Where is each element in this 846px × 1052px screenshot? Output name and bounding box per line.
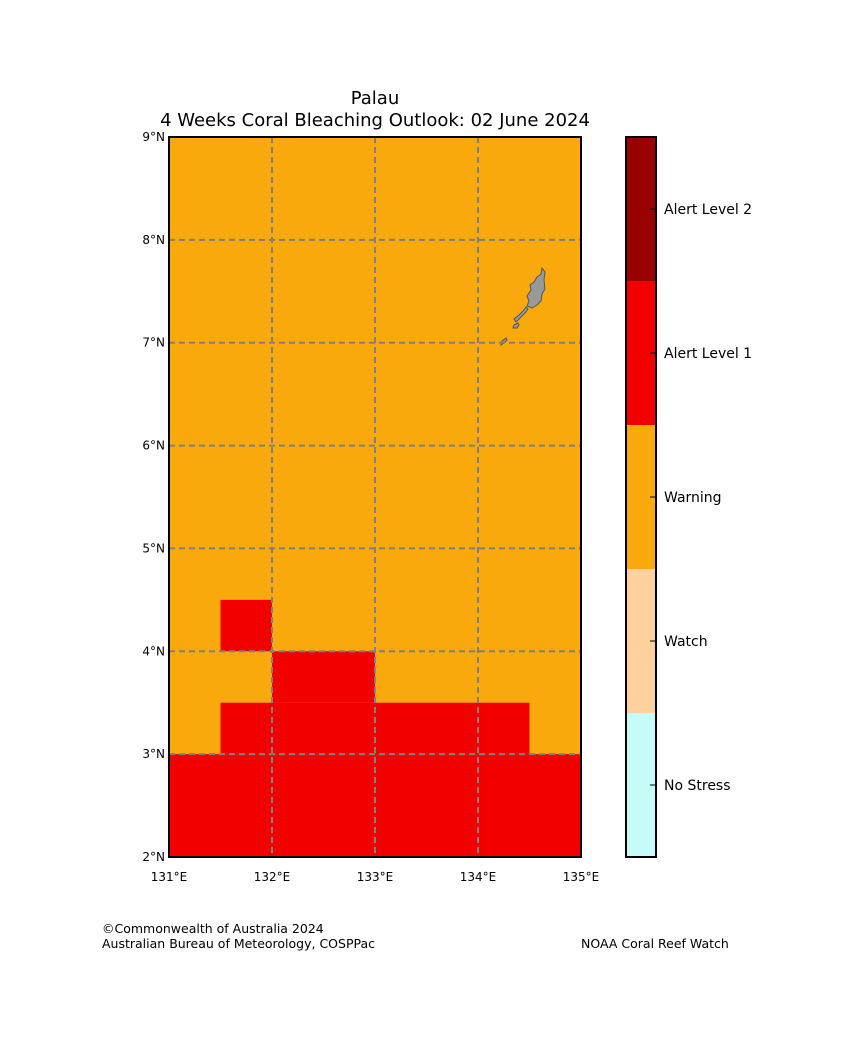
longitude-tick-label: 135°E <box>563 870 600 884</box>
longitude-tick-label: 134°E <box>460 870 497 884</box>
map-title: Palau <box>350 88 400 109</box>
noaa-credit: NOAA Coral Reef Watch <box>581 936 729 951</box>
map-subtitle: 4 Weeks Coral Bleaching Outlook: 02 June… <box>160 110 590 131</box>
latitude-tick-label: 2°N <box>142 850 165 864</box>
koror-islands <box>513 306 529 323</box>
babeldaob-island <box>526 266 546 309</box>
longitude-tick-label: 131°E <box>151 870 188 884</box>
legend-frame <box>625 136 657 858</box>
latitude-tick-label: 7°N <box>142 336 165 350</box>
organization-credit: Australian Bureau of Meteorology, COSPPa… <box>102 936 375 951</box>
legend-label-alert-level-2: Alert Level 2 <box>664 202 752 218</box>
longitude-tick-label: 132°E <box>254 870 291 884</box>
legend-label-warning: Warning <box>664 490 722 506</box>
legend-label-alert-level-1: Alert Level 1 <box>664 346 752 362</box>
map-gridlines <box>169 137 581 857</box>
latitude-tick-label: 6°N <box>142 439 165 453</box>
map-axes: 131°E 132°E 133°E 134°E 135°E 2°N 3°N 4°N 5°N 6°N… <box>142 130 599 884</box>
latitude-tick-label: 8°N <box>142 233 165 247</box>
copyright-credit: ©Commonwealth of Australia 2024 <box>102 921 324 936</box>
palau-islands <box>500 266 546 347</box>
alert-cell-2 <box>272 651 375 703</box>
latitude-tick-label: 9°N <box>142 130 165 144</box>
peleliu-island <box>512 322 520 329</box>
legend-label-no-stress: No Stress <box>664 778 731 794</box>
alert-cell-1 <box>220 599 272 652</box>
longitude-tick-label: 133°E <box>357 870 394 884</box>
map-frame <box>168 136 582 858</box>
latitude-tick-label: 5°N <box>142 541 165 555</box>
legend-label-watch: Watch <box>664 634 708 650</box>
latitude-tick-label: 3°N <box>142 747 165 761</box>
latitude-tick-label: 4°N <box>142 644 165 658</box>
legend-colorbar: Alert Level 2 Alert Level 1 Warning Watch No… <box>625 136 752 858</box>
